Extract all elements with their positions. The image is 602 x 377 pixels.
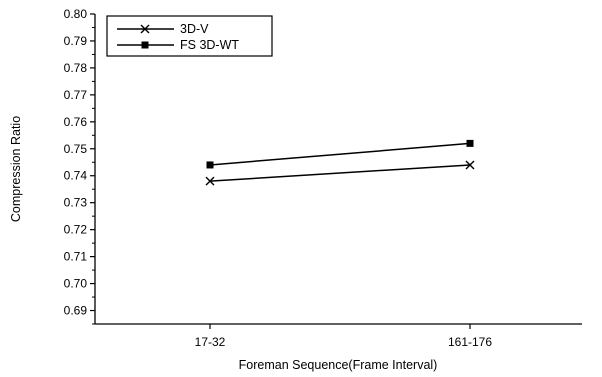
y-tick-label: 0.73 — [64, 196, 88, 210]
series-0 — [205, 160, 475, 186]
x-marker-stroke — [205, 176, 215, 186]
x-marker-stroke — [465, 160, 475, 170]
y-axis-title: Compression Ratio — [9, 116, 23, 222]
x-tick-label: 161-176 — [448, 335, 492, 349]
y-tick-label: 0.69 — [64, 304, 88, 318]
data-point — [206, 161, 214, 169]
y-tick-label: 0.77 — [64, 88, 88, 102]
legend-item: FS 3D-WT — [117, 38, 239, 52]
legend-marker — [140, 24, 150, 34]
y-tick-label: 0.78 — [64, 61, 88, 75]
series-1 — [206, 139, 474, 169]
legend-marker — [141, 41, 149, 49]
series-layer — [205, 139, 475, 186]
y-tick-label: 0.72 — [64, 223, 88, 237]
x-marker-stroke — [140, 24, 150, 34]
y-tick-label: 0.74 — [64, 169, 88, 183]
series-line — [209, 164, 471, 182]
legend-label: 3D-V — [180, 22, 209, 36]
x-tick-label: 17-32 — [195, 335, 226, 349]
axes — [94, 14, 582, 325]
x-ticks: 17-32 161-176 — [195, 324, 492, 349]
y-tick-label: 0.79 — [64, 34, 88, 48]
series-line — [209, 142, 471, 166]
data-point — [466, 139, 474, 147]
x-axis-title: Foreman Sequence(Frame Interval) — [239, 358, 438, 372]
legend-box — [106, 15, 273, 57]
y-tick-label: 0.80 — [64, 7, 88, 21]
y-tick-label: 0.70 — [64, 277, 88, 291]
y-ticks: 0.69 0.70 0.71 0.72 0.73 0.74 0.75 0.76 0.77 0.78… — [64, 7, 95, 325]
legend-items: 3D-V FS 3D-WT — [117, 22, 239, 52]
y-tick-label: 0.76 — [64, 115, 88, 129]
legend-label: FS 3D-WT — [180, 38, 239, 52]
data-point — [205, 176, 215, 186]
legend: 3D-V FS 3D-WT — [106, 15, 273, 57]
y-tick-label: 0.71 — [64, 250, 88, 264]
data-point — [465, 160, 475, 170]
legend-item: 3D-V — [117, 22, 209, 36]
y-tick-label: 0.75 — [64, 142, 88, 156]
